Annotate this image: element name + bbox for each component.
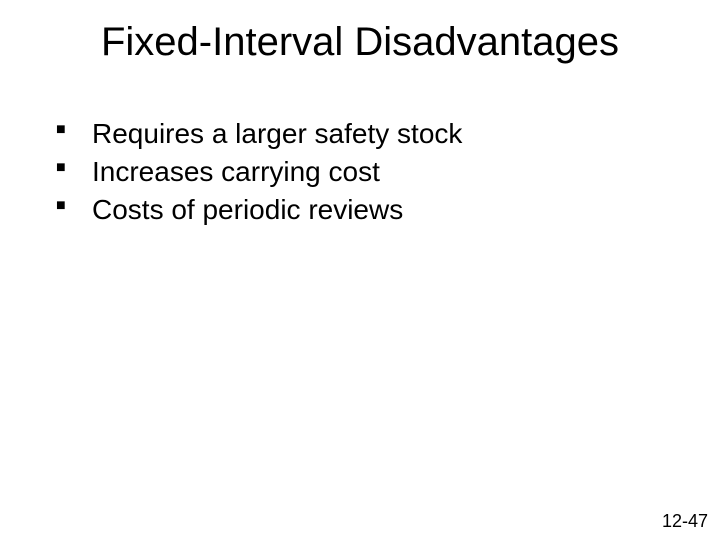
slide-title: Fixed-Interval Disadvantages: [0, 20, 720, 65]
bullet-item: Requires a larger safety stock: [56, 115, 720, 153]
bullet-item: Increases carrying cost: [56, 153, 720, 191]
page-number: 12-47: [662, 511, 708, 532]
slide-container: Fixed-Interval Disadvantages Requires a …: [0, 0, 720, 540]
bullet-list: Requires a larger safety stock Increases…: [0, 115, 720, 228]
bullet-item: Costs of periodic reviews: [56, 191, 720, 229]
